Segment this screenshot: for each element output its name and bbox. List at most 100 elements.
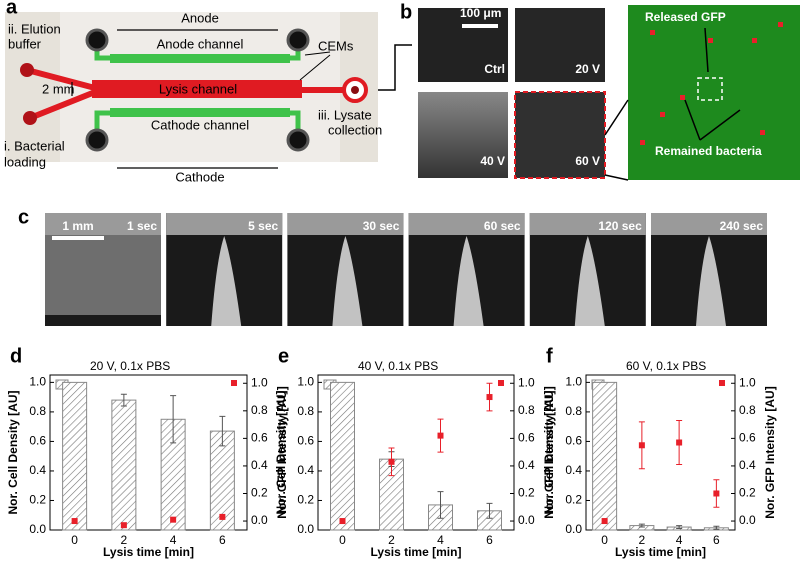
bar — [330, 381, 355, 531]
gfp-point — [339, 518, 346, 525]
error-bar — [219, 415, 226, 447]
label: 100 μm — [460, 6, 501, 20]
channel — [166, 213, 283, 235]
x-axis-label: Lysis time [min] — [371, 545, 462, 559]
y-tick-label: 0.0 — [29, 522, 46, 536]
error-bar — [170, 395, 177, 444]
time-label: 30 sec — [363, 219, 400, 233]
y2-tick-label: 0.2 — [251, 486, 268, 500]
y-tick-label: 1.0 — [29, 375, 46, 389]
label: CEMs — [318, 38, 354, 53]
time-label: 1 sec — [127, 219, 157, 233]
label: Anode — [181, 10, 219, 25]
y2-tick-label: 0.6 — [518, 431, 535, 445]
error-bar — [388, 447, 395, 477]
y2-tick-label: 0.6 — [739, 431, 756, 445]
y-tick-label: 0.8 — [29, 404, 46, 418]
panel-label: a — [6, 0, 18, 18]
label: Lysis channel — [159, 81, 237, 96]
gfp-point — [219, 513, 226, 520]
plume — [574, 236, 605, 326]
label: buffer — [8, 36, 42, 51]
y2-tick-label: 0.8 — [251, 403, 268, 417]
bar — [111, 399, 137, 531]
chart-title: 60 V, 0.1x PBS — [626, 359, 706, 373]
y2-tick-label: 0.6 — [251, 431, 268, 445]
plume — [696, 236, 726, 326]
x-tick-label: 2 — [639, 533, 646, 547]
error-bar — [638, 523, 645, 528]
bar — [592, 381, 618, 531]
gfp-point — [71, 518, 78, 525]
error-bar — [676, 419, 683, 466]
channel — [408, 213, 525, 235]
time-label: 240 sec — [720, 219, 764, 233]
error-bar — [120, 393, 127, 407]
y-axis-label: Nor. Cell Density [AU] — [542, 390, 556, 514]
y2-axis-label: Nor. GFP Intensity [AU] — [763, 386, 777, 518]
y-tick-label: 0.4 — [297, 463, 314, 477]
x-tick-label: 0 — [601, 533, 608, 547]
label: 2 mm — [42, 81, 75, 96]
y-tick-label: 0.2 — [565, 493, 582, 507]
y-tick-label: 0.2 — [297, 493, 314, 507]
plot-frame — [585, 374, 736, 531]
y2-tick-label: 0.0 — [518, 513, 535, 527]
error-bar — [638, 421, 645, 470]
gfp-point — [170, 516, 177, 523]
bar — [62, 381, 88, 531]
x-tick-label: 6 — [713, 533, 720, 547]
label: Anode channel — [157, 36, 244, 51]
y-tick-label: 0.8 — [297, 404, 314, 418]
y-tick-label: 1.0 — [297, 375, 314, 389]
x-tick-label: 4 — [170, 533, 177, 547]
label: Ctrl — [484, 62, 505, 76]
y2-tick-label: 0.0 — [251, 513, 268, 527]
y2-tick-label: 0.0 — [739, 513, 756, 527]
time-lapse — [45, 213, 767, 326]
channel — [287, 213, 404, 235]
x-tick-label: 0 — [71, 533, 78, 547]
x-tick-label: 0 — [339, 533, 346, 547]
time-label: 120 sec — [598, 219, 642, 233]
label: 40 V — [480, 154, 505, 168]
plume — [332, 236, 363, 326]
plot-frame — [317, 374, 515, 531]
y2-tick-label: 0.2 — [518, 486, 535, 500]
y-tick-label: 0.0 — [565, 522, 582, 536]
label: loading — [4, 154, 46, 169]
y2-tick-label: 1.0 — [251, 375, 268, 389]
x-axis-label: Lysis time [min] — [103, 545, 194, 559]
y-tick-label: 1.0 — [565, 375, 582, 389]
error-bar — [486, 502, 493, 519]
y-tick-label: 0.6 — [565, 434, 582, 448]
y2-tick-label: 0.4 — [518, 458, 535, 472]
y-tick-label: 0.6 — [29, 434, 46, 448]
time-label: 5 sec — [248, 219, 278, 233]
y2-tick-label: 0.8 — [518, 403, 535, 417]
legend-swatch — [719, 380, 725, 386]
gfp-point — [120, 522, 127, 529]
chart-title: 20 V, 0.1x PBS — [90, 359, 170, 373]
frame-glow — [45, 235, 161, 315]
y2-tick-label: 1.0 — [518, 375, 535, 389]
label: Cathode — [175, 169, 224, 184]
label: 20 V — [575, 62, 600, 76]
error-bar — [676, 525, 683, 530]
channel — [45, 213, 161, 235]
label: i. Bacterial — [4, 138, 65, 153]
y2-axis-label: Nor. GFP Intensity [AU] — [275, 386, 289, 518]
time-label: 60 sec — [484, 219, 521, 233]
micrographs — [378, 5, 800, 181]
plume — [211, 236, 242, 326]
y-tick-label: 0.4 — [29, 463, 46, 477]
x-axis-label: Lysis time [min] — [615, 545, 706, 559]
x-tick-label: 6 — [486, 533, 493, 547]
plot-frame — [49, 374, 248, 531]
label: iii. Lysate — [318, 107, 372, 122]
label: Cathode channel — [151, 117, 249, 132]
error-bar — [437, 491, 444, 519]
x-tick-label: 2 — [388, 533, 395, 547]
chart-title: 40 V, 0.1x PBS — [358, 359, 438, 373]
